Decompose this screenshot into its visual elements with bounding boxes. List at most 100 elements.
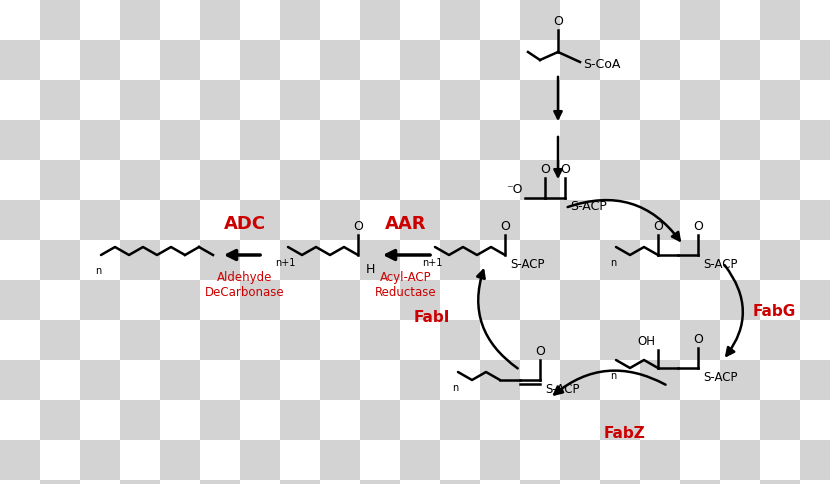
Bar — [760, 280, 800, 320]
Text: S-ACP: S-ACP — [545, 383, 579, 396]
Bar — [120, 40, 160, 80]
Bar — [720, 80, 760, 120]
Bar — [80, 200, 120, 240]
Bar — [640, 440, 680, 480]
Bar — [680, 80, 720, 120]
Bar — [520, 360, 560, 400]
Bar — [760, 120, 800, 160]
Bar — [200, 120, 240, 160]
Bar — [760, 0, 800, 40]
Bar — [240, 80, 280, 120]
Bar — [360, 80, 400, 120]
Bar — [600, 160, 640, 200]
Text: O: O — [560, 163, 570, 176]
Bar — [680, 120, 720, 160]
Bar — [160, 360, 200, 400]
Bar — [160, 240, 200, 280]
Bar — [280, 320, 320, 360]
Bar — [200, 440, 240, 480]
Bar — [320, 40, 360, 80]
Text: n+1: n+1 — [422, 258, 442, 268]
Bar — [760, 480, 800, 484]
Bar — [0, 80, 40, 120]
Bar — [160, 120, 200, 160]
Bar — [400, 0, 440, 40]
Bar — [520, 120, 560, 160]
Bar — [560, 280, 600, 320]
Bar — [440, 0, 480, 40]
Bar — [560, 40, 600, 80]
Text: n+1: n+1 — [275, 258, 295, 268]
Bar — [680, 400, 720, 440]
Bar — [720, 120, 760, 160]
Bar — [360, 400, 400, 440]
Bar — [680, 320, 720, 360]
Bar — [640, 0, 680, 40]
Bar — [640, 40, 680, 80]
Bar — [0, 160, 40, 200]
Bar — [360, 240, 400, 280]
Bar — [360, 480, 400, 484]
Bar — [640, 160, 680, 200]
Bar — [0, 0, 40, 40]
Bar — [600, 280, 640, 320]
Bar — [160, 320, 200, 360]
Bar — [560, 240, 600, 280]
Bar — [520, 320, 560, 360]
Bar — [600, 440, 640, 480]
Bar — [440, 400, 480, 440]
Bar — [360, 40, 400, 80]
Bar — [720, 440, 760, 480]
Bar — [80, 160, 120, 200]
Bar — [760, 400, 800, 440]
Bar — [80, 0, 120, 40]
Bar — [440, 280, 480, 320]
Bar — [480, 360, 520, 400]
Bar — [640, 240, 680, 280]
Bar — [240, 480, 280, 484]
Bar — [720, 240, 760, 280]
Bar — [800, 80, 830, 120]
Bar — [640, 120, 680, 160]
Bar — [400, 40, 440, 80]
Bar — [520, 240, 560, 280]
Bar — [200, 360, 240, 400]
Text: Acyl-ACP
Reductase: Acyl-ACP Reductase — [375, 271, 437, 299]
Bar — [40, 320, 80, 360]
Bar — [600, 480, 640, 484]
Text: FabG: FabG — [753, 303, 796, 318]
Bar — [280, 280, 320, 320]
Bar — [80, 400, 120, 440]
Bar — [680, 0, 720, 40]
Text: S-ACP: S-ACP — [703, 371, 738, 384]
Bar — [760, 440, 800, 480]
Bar — [720, 360, 760, 400]
Bar — [320, 440, 360, 480]
Bar — [680, 160, 720, 200]
Bar — [360, 320, 400, 360]
Text: H: H — [366, 263, 375, 276]
Bar — [80, 440, 120, 480]
Bar — [480, 120, 520, 160]
Bar — [80, 120, 120, 160]
Bar — [480, 200, 520, 240]
Bar — [80, 240, 120, 280]
Bar — [120, 240, 160, 280]
Bar — [280, 80, 320, 120]
Bar — [760, 360, 800, 400]
Bar — [280, 0, 320, 40]
Bar — [80, 480, 120, 484]
Bar — [720, 160, 760, 200]
Bar — [320, 320, 360, 360]
Bar — [560, 80, 600, 120]
Bar — [0, 360, 40, 400]
Bar — [240, 200, 280, 240]
Bar — [800, 120, 830, 160]
Bar — [600, 80, 640, 120]
Bar — [800, 400, 830, 440]
Bar — [480, 0, 520, 40]
Bar — [520, 200, 560, 240]
Bar — [760, 320, 800, 360]
Bar — [160, 440, 200, 480]
Bar — [200, 400, 240, 440]
